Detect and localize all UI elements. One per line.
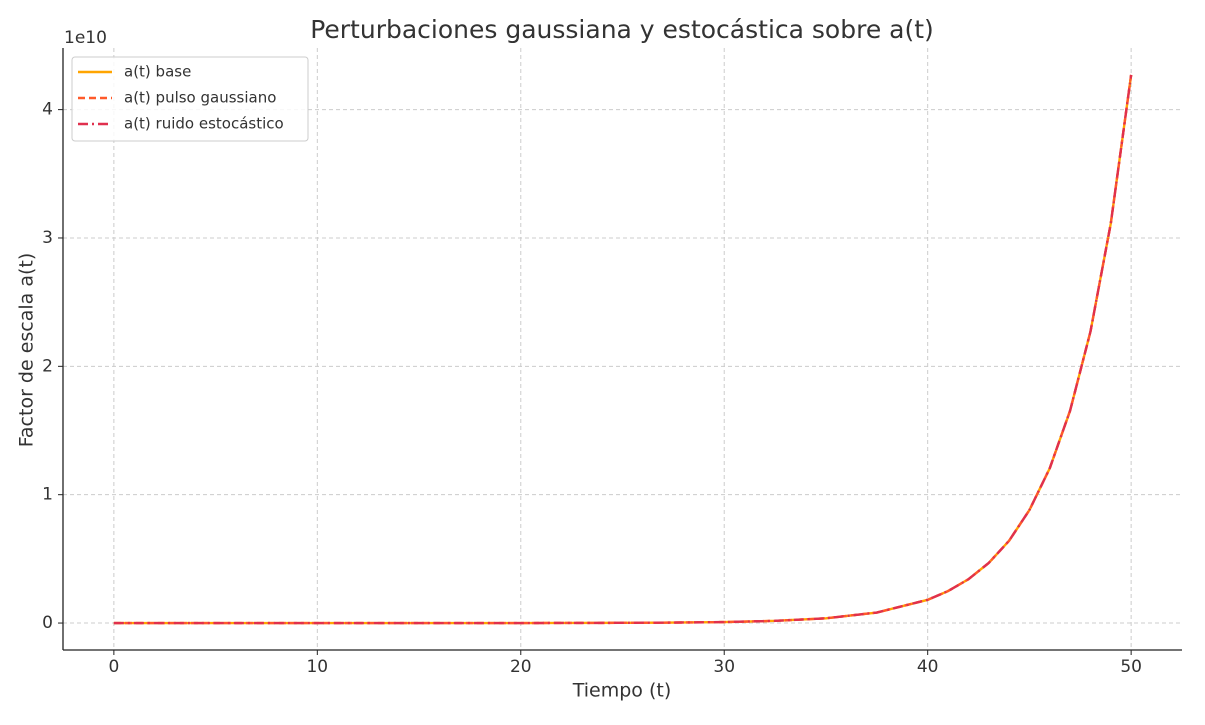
x-tick-label: 20 — [510, 657, 532, 677]
legend-box — [71, 56, 309, 142]
y-tick-label: 3 — [42, 228, 53, 248]
series-line — [113, 74, 1133, 625]
legend: a(t) base a(t) pulso gaussiano a(t) ruido … — [71, 56, 309, 142]
x-tick-label: 40 — [917, 657, 939, 677]
legend-label: a(t) ruido estocástico — [124, 115, 284, 133]
y-offset-label: 1e10 — [64, 28, 107, 48]
chart-title: Perturbaciones gaussiana y estocástica s… — [310, 15, 934, 44]
x-tick-label: 50 — [1120, 657, 1142, 677]
x-axis-label: Tiempo (t) — [572, 680, 672, 702]
y-axis-label: Factor de escala a(t) — [16, 253, 38, 448]
series-line — [113, 74, 1133, 625]
x-tick-label: 10 — [306, 657, 328, 677]
series-line — [113, 74, 1133, 625]
y-tick-label: 2 — [42, 356, 53, 376]
y-tick-label: 1 — [42, 485, 53, 505]
x-tick-label: 30 — [713, 657, 735, 677]
legend-label: a(t) pulso gaussiano — [124, 89, 276, 107]
x-tick-label: 0 — [108, 657, 119, 677]
y-tick-label: 4 — [42, 100, 53, 120]
y-tick-label: 0 — [42, 613, 53, 633]
legend-label: a(t) base — [124, 63, 191, 81]
